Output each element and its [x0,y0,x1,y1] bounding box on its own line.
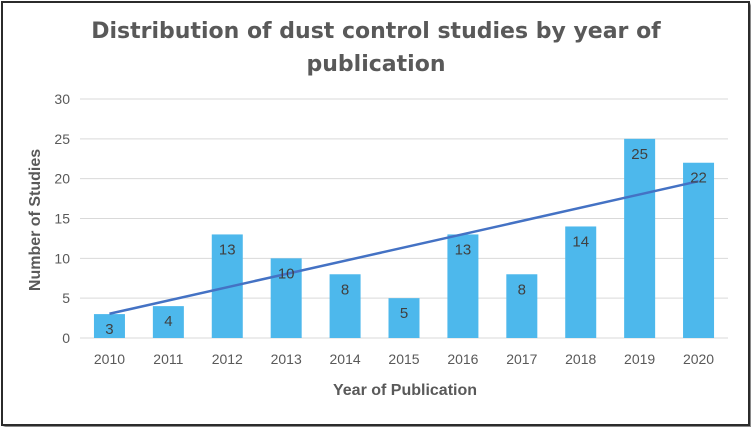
x-tick-label: 2019 [624,351,655,367]
y-tick-label: 25 [54,131,70,147]
data-label-2018: 14 [572,233,589,250]
trendline [109,179,699,315]
x-tick-label: 2020 [683,351,714,367]
x-tick-label: 2016 [447,351,478,367]
chart-title-line2: publication [307,52,446,77]
x-axis-title: Year of Publication [333,382,477,399]
x-tick-label: 2013 [271,351,302,367]
y-axis-ticks: 0 5 10 15 20 25 30 [54,91,70,346]
gridlines [80,98,728,339]
y-tick-label: 15 [54,211,70,227]
bar-2019 [624,138,656,338]
data-label-2013: 10 [278,265,295,282]
chart-title-line1: Distribution of dust control studies by … [91,19,661,44]
bar-2016 [447,234,479,338]
bar-2020 [683,162,715,338]
data-label-2015: 5 [400,305,408,322]
bar-2010 [93,314,125,338]
y-tick-label: 0 [62,330,70,346]
bar-2011 [152,306,184,338]
bar-2014 [329,274,361,338]
data-label-2016: 13 [455,241,472,258]
x-tick-label: 2014 [330,351,361,367]
data-labels: 3 4 13 10 8 5 13 8 14 25 22 [105,146,707,338]
y-tick-label: 5 [62,290,70,306]
y-tick-label: 30 [54,91,70,107]
data-label-2020: 22 [690,170,707,187]
bar-2018 [565,226,597,338]
bar-2017 [506,274,538,338]
x-tick-label: 2010 [94,351,125,367]
data-label-2012: 13 [219,241,236,258]
data-label-2011: 4 [164,313,172,330]
x-tick-label: 2011 [153,351,183,367]
data-label-2019: 25 [631,146,648,163]
data-label-2017: 8 [518,281,526,298]
y-tick-label: 20 [54,171,70,187]
bar-2015 [388,298,420,338]
x-tick-label: 2017 [506,351,537,367]
data-label-2014: 8 [341,281,349,298]
x-tick-label: 2012 [212,351,243,367]
x-axis-ticks: 2010 2011 2012 2013 2014 2015 2016 2017 2018 2019… [94,351,714,367]
y-axis-title: Number of Studies [27,149,44,291]
trendline-group [109,179,699,315]
data-label-2010: 3 [105,321,113,338]
y-tick-label: 10 [54,250,70,266]
x-tick-label: 2018 [565,351,596,367]
x-tick-label: 2015 [388,351,419,367]
